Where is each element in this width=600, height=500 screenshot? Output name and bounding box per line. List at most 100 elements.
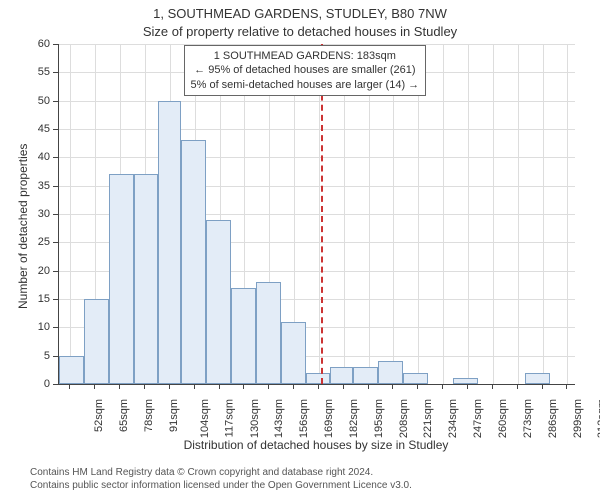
- x-tick-mark: [542, 384, 543, 389]
- x-tick-label: 78sqm: [143, 399, 155, 432]
- x-tick-mark: [219, 384, 220, 389]
- x-tick-mark: [268, 384, 269, 389]
- x-tick-mark: [368, 384, 369, 389]
- x-tick-mark: [517, 384, 518, 389]
- histogram-bar: [378, 361, 403, 384]
- y-tick-mark: [53, 327, 58, 328]
- footer-line-1: Contains HM Land Registry data © Crown c…: [30, 466, 412, 479]
- x-tick-label: 91sqm: [168, 399, 180, 432]
- x-tick-label: 247sqm: [472, 399, 484, 438]
- y-tick-mark: [53, 299, 58, 300]
- x-tick-label: 221sqm: [423, 399, 435, 438]
- x-tick-label: 195sqm: [373, 399, 385, 438]
- x-tick-mark: [417, 384, 418, 389]
- y-tick-mark: [53, 384, 58, 385]
- y-tick-mark: [53, 271, 58, 272]
- gridline-vertical: [443, 44, 444, 384]
- x-tick-label: 286sqm: [547, 399, 559, 438]
- y-tick-label: 55: [26, 66, 50, 78]
- annotation-line-1: 1 SOUTHMEAD GARDENS: 183sqm: [191, 49, 420, 63]
- y-tick-label: 35: [26, 180, 50, 192]
- y-tick-label: 30: [26, 208, 50, 220]
- annotation-line-2: ← 95% of detached houses are smaller (26…: [191, 63, 420, 77]
- y-tick-mark: [53, 186, 58, 187]
- histogram-bar: [306, 373, 331, 384]
- annotation-line-3: 5% of semi-detached houses are larger (1…: [191, 78, 420, 92]
- gridline-vertical: [543, 44, 544, 384]
- x-tick-mark: [169, 384, 170, 389]
- histogram-bar: [231, 288, 256, 384]
- x-tick-mark: [243, 384, 244, 389]
- y-tick-label: 50: [26, 95, 50, 107]
- x-tick-label: 156sqm: [298, 399, 310, 438]
- gridline-horizontal: [59, 101, 575, 102]
- x-tick-mark: [343, 384, 344, 389]
- chart-container: 1, SOUTHMEAD GARDENS, STUDLEY, B80 7NW S…: [0, 0, 600, 500]
- y-axis-label: Number of detached properties: [16, 144, 30, 309]
- x-tick-label: 169sqm: [323, 399, 335, 438]
- gridline-horizontal: [59, 129, 575, 130]
- x-tick-mark: [144, 384, 145, 389]
- gridline-horizontal: [59, 157, 575, 158]
- x-tick-label: 273sqm: [522, 399, 534, 438]
- property-annotation-box: 1 SOUTHMEAD GARDENS: 183sqm ← 95% of det…: [184, 45, 427, 96]
- gridline-vertical: [468, 44, 469, 384]
- histogram-bar: [353, 367, 378, 384]
- y-tick-mark: [53, 214, 58, 215]
- x-tick-label: 208sqm: [398, 399, 410, 438]
- histogram-bar: [181, 140, 206, 384]
- x-tick-label: 182sqm: [348, 399, 360, 438]
- gridline-vertical: [493, 44, 494, 384]
- x-tick-label: 312sqm: [596, 399, 600, 438]
- gridline-vertical: [567, 44, 568, 384]
- x-tick-label: 104sqm: [199, 399, 211, 438]
- x-tick-label: 143sqm: [274, 399, 286, 438]
- y-tick-mark: [53, 44, 58, 45]
- x-tick-mark: [467, 384, 468, 389]
- x-tick-mark: [566, 384, 567, 389]
- y-tick-mark: [53, 129, 58, 130]
- y-tick-label: 0: [26, 378, 50, 390]
- x-tick-label: 117sqm: [223, 399, 235, 437]
- y-tick-mark: [53, 157, 58, 158]
- y-tick-mark: [53, 72, 58, 73]
- histogram-bar: [59, 356, 84, 384]
- histogram-bar: [403, 373, 428, 384]
- x-tick-label: 234sqm: [447, 399, 459, 438]
- x-tick-label: 260sqm: [497, 399, 509, 438]
- histogram-bar: [134, 174, 159, 384]
- x-tick-mark: [194, 384, 195, 389]
- x-axis-label: Distribution of detached houses by size …: [58, 438, 574, 452]
- histogram-bar: [109, 174, 134, 384]
- x-tick-label: 299sqm: [572, 399, 584, 438]
- histogram-bar: [281, 322, 306, 384]
- histogram-bar: [256, 282, 281, 384]
- y-tick-label: 45: [26, 123, 50, 135]
- attribution-footer: Contains HM Land Registry data © Crown c…: [30, 466, 412, 492]
- x-tick-label: 65sqm: [118, 399, 130, 432]
- x-tick-mark: [318, 384, 319, 389]
- x-tick-mark: [392, 384, 393, 389]
- x-tick-mark: [119, 384, 120, 389]
- histogram-bar: [84, 299, 109, 384]
- y-tick-mark: [53, 356, 58, 357]
- y-tick-label: 40: [26, 151, 50, 163]
- y-tick-label: 60: [26, 38, 50, 50]
- x-tick-mark: [442, 384, 443, 389]
- histogram-bar: [330, 367, 353, 384]
- histogram-bar: [453, 378, 478, 384]
- y-tick-label: 10: [26, 321, 50, 333]
- chart-title-address: 1, SOUTHMEAD GARDENS, STUDLEY, B80 7NW: [0, 6, 600, 21]
- histogram-bar: [206, 220, 231, 384]
- gridline-vertical: [70, 44, 71, 384]
- histogram-bar: [158, 101, 181, 384]
- x-tick-mark: [492, 384, 493, 389]
- y-tick-label: 25: [26, 236, 50, 248]
- y-tick-mark: [53, 242, 58, 243]
- gridline-vertical: [518, 44, 519, 384]
- x-tick-mark: [293, 384, 294, 389]
- y-tick-mark: [53, 101, 58, 102]
- y-tick-label: 15: [26, 293, 50, 305]
- x-tick-mark: [94, 384, 95, 389]
- footer-line-2: Contains public sector information licen…: [30, 479, 412, 492]
